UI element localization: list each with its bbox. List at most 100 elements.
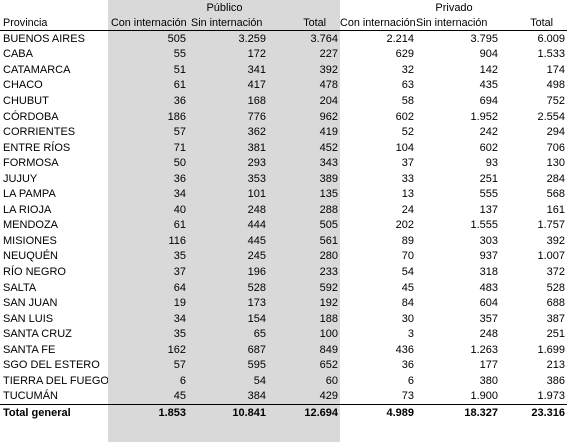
- table-row: RÍO NEGRO 37 196 233 54 318 372: [0, 264, 567, 280]
- cell-pub-sin-internacion: 417: [247, 79, 266, 92]
- cell-priv-con-internacion: 602: [395, 110, 415, 123]
- cell-pub-con-internacion: 186: [167, 110, 186, 123]
- cell-priv-sin-internacion: 137: [479, 203, 499, 216]
- cell-priv-con-internacion: 63: [401, 79, 415, 92]
- cell-provincia: LA PAMPA: [3, 188, 56, 201]
- cell-pub-total: 192: [319, 297, 339, 310]
- cell-pub-sin-internacion: 445: [247, 234, 266, 247]
- cell-priv-con-internacion: 45: [401, 281, 415, 294]
- table-row: SAN LUIS 34 154 188 30 357 387: [0, 311, 567, 327]
- header-pub-sin-internacion: Sin internación: [188, 15, 268, 31]
- header-priv-con-internacion: Con internación: [340, 15, 417, 31]
- cell-pub-con-internacion: 37: [173, 265, 186, 278]
- cell-priv-sin-internacion: 604: [479, 297, 499, 310]
- cell-pub-con-internacion: 61: [173, 219, 186, 232]
- column-header-row: Provincia Con internación Sin internació…: [0, 15, 567, 31]
- total-pub-con-internacion: 1.853: [108, 404, 188, 421]
- cell-priv-total: 498: [546, 79, 566, 92]
- cell-priv-sin-internacion: 483: [479, 281, 499, 294]
- cell-pub-con-internacion: 57: [173, 359, 186, 372]
- cell-pub-con-internacion: 64: [173, 281, 186, 294]
- cell-priv-sin-internacion: 357: [479, 312, 499, 325]
- cell-provincia: CABA: [3, 48, 33, 61]
- cell-provincia: SANTA FE: [3, 343, 56, 356]
- cell-priv-con-internacion: 73: [401, 390, 415, 403]
- cell-priv-con-internacion: 104: [395, 141, 415, 154]
- cell-pub-con-internacion: 36: [173, 94, 186, 107]
- cell-priv-sin-internacion: 93: [485, 157, 499, 170]
- cell-priv-sin-internacion: 248: [479, 328, 499, 341]
- table-row: CATAMARCA 51 341 392 32 142 174: [0, 62, 567, 78]
- total-priv-sin-internacion: 18.327: [416, 404, 501, 421]
- cell-provincia: FORMOSA: [3, 157, 59, 170]
- table-row: TUCUMÁN 45 384 429 73 1.900 1.973: [0, 389, 567, 405]
- cell-pub-total: 962: [319, 110, 339, 123]
- provinces-table: Público Privado Provincia Con internació…: [0, 1, 567, 421]
- cell-pub-total: 389: [319, 172, 339, 185]
- header-pub-total: Total: [268, 15, 341, 31]
- cell-provincia: CATAMARCA: [3, 63, 71, 76]
- cell-pub-con-internacion: 34: [173, 188, 186, 201]
- cell-provincia: LA RIOJA: [3, 203, 52, 216]
- cell-priv-sin-internacion: 242: [479, 126, 499, 139]
- cell-priv-sin-internacion: 694: [479, 94, 499, 107]
- cell-priv-con-internacion: 37: [401, 157, 415, 170]
- cell-priv-sin-internacion: 3.795: [470, 32, 499, 45]
- cell-priv-con-internacion: 70: [401, 250, 415, 263]
- cell-provincia: CHUBUT: [3, 94, 49, 107]
- cell-priv-sin-internacion: 1.952: [470, 110, 499, 123]
- cell-priv-con-internacion: 13: [401, 188, 415, 201]
- cell-priv-con-internacion: 24: [401, 203, 415, 216]
- cell-pub-total: 392: [319, 63, 339, 76]
- header-priv-sin-internacion: Sin internación: [416, 15, 501, 31]
- cell-pub-total: 280: [319, 250, 339, 263]
- cell-pub-sin-internacion: 65: [253, 328, 266, 341]
- cell-priv-total: 706: [546, 141, 566, 154]
- cell-pub-sin-internacion: 381: [247, 141, 266, 154]
- cell-pub-sin-internacion: 173: [247, 297, 266, 310]
- cell-priv-total: 688: [546, 297, 566, 310]
- cell-provincia: CÓRDOBA: [3, 110, 59, 123]
- cell-pub-total: 3.764: [310, 32, 339, 45]
- cell-pub-sin-internacion: 444: [247, 219, 266, 232]
- cell-priv-total: 1.007: [537, 250, 566, 263]
- total-row: Total general 1.853 10.841 12.694 4.989 18.32…: [0, 404, 567, 421]
- table-row: LA RIOJA 40 248 288 24 137 161: [0, 202, 567, 218]
- cell-priv-sin-internacion: 904: [479, 48, 499, 61]
- cell-priv-sin-internacion: 1.263: [470, 343, 499, 356]
- cell-pub-con-internacion: 61: [173, 79, 186, 92]
- cell-provincia: MISIONES: [3, 234, 57, 247]
- cell-priv-sin-internacion: 602: [479, 141, 499, 154]
- table-row: TIERRA DEL FUEGO 6 54 60 6 380 386: [0, 373, 567, 389]
- cell-provincia: TIERRA DEL FUEGO: [3, 374, 108, 387]
- cell-provincia: RÍO NEGRO: [3, 265, 66, 278]
- cell-priv-con-internacion: 436: [395, 343, 415, 356]
- cell-priv-total: 294: [546, 126, 566, 139]
- cell-pub-sin-internacion: 172: [247, 48, 266, 61]
- cell-pub-total: 288: [319, 203, 339, 216]
- cell-pub-con-internacion: 45: [173, 390, 186, 403]
- cell-priv-total: 528: [546, 281, 566, 294]
- cell-pub-con-internacion: 19: [173, 297, 186, 310]
- cell-pub-con-internacion: 51: [173, 63, 186, 76]
- cell-priv-total: 2.554: [537, 110, 566, 123]
- cell-priv-con-internacion: 33: [401, 172, 415, 185]
- cell-priv-sin-internacion: 251: [479, 172, 499, 185]
- cell-priv-total: 372: [546, 265, 566, 278]
- cell-priv-total: 568: [546, 188, 566, 201]
- cell-provincia: SGO DEL ESTERO: [3, 359, 100, 372]
- cell-priv-con-internacion: 52: [401, 126, 415, 139]
- total-priv-con-internacion: 4.989: [340, 404, 417, 421]
- cell-pub-con-internacion: 35: [173, 328, 186, 341]
- group-publico: Público: [206, 1, 243, 14]
- cell-pub-con-internacion: 71: [173, 141, 186, 154]
- cell-priv-sin-internacion: 303: [479, 234, 499, 247]
- cell-priv-con-internacion: 30: [401, 312, 415, 325]
- cell-provincia: ENTRE RÍOS: [3, 141, 71, 154]
- cell-priv-sin-internacion: 435: [479, 79, 499, 92]
- cell-priv-sin-internacion: 177: [479, 359, 499, 372]
- group-privado: Privado: [435, 1, 473, 14]
- total-priv-total: 23.316: [500, 404, 567, 421]
- cell-pub-total: 561: [319, 234, 339, 247]
